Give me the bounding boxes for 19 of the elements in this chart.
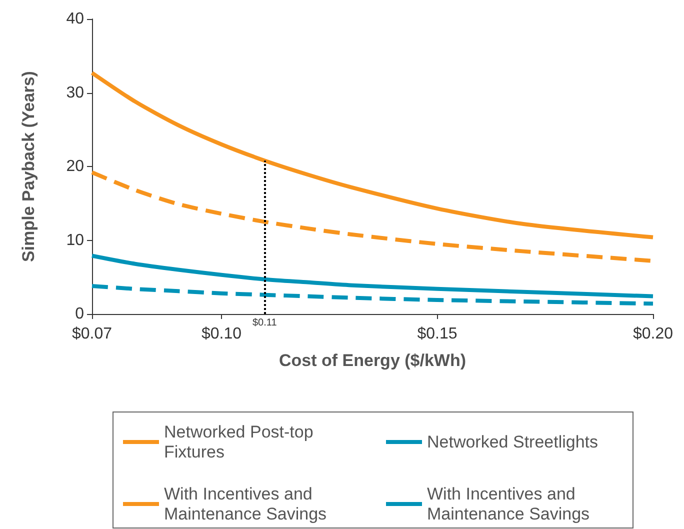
line-series	[90, 254, 655, 298]
ref-line-label: $0.11	[252, 318, 278, 328]
x-axis-title: Cost of Energy ($/kWh)	[278, 351, 466, 370]
legend-label: With Incentives and Maintenance Savings	[164, 484, 327, 524]
line-series	[90, 284, 655, 306]
legend-label: With Incentives and Maintenance Savings	[427, 484, 590, 524]
y-tick-label: 30	[66, 84, 84, 102]
line-series	[90, 70, 655, 240]
x-tick-label: $0.07	[72, 326, 112, 342]
x-tick-label: $0.15	[417, 326, 458, 342]
y-tick-label: 0	[75, 306, 84, 322]
y-axis-title: Simple Payback (Years)	[19, 71, 38, 262]
legend-label: Networked Streetlights	[427, 432, 598, 452]
x-tick-label: $0.10	[201, 326, 242, 342]
legend-label: Networked Post-top Fixtures	[164, 422, 318, 462]
y-tick-label: 40	[66, 10, 84, 28]
y-tick-label: 10	[66, 232, 84, 249]
y-tick-label: 20	[66, 158, 84, 175]
x-tick-label: $0.20	[632, 326, 674, 342]
